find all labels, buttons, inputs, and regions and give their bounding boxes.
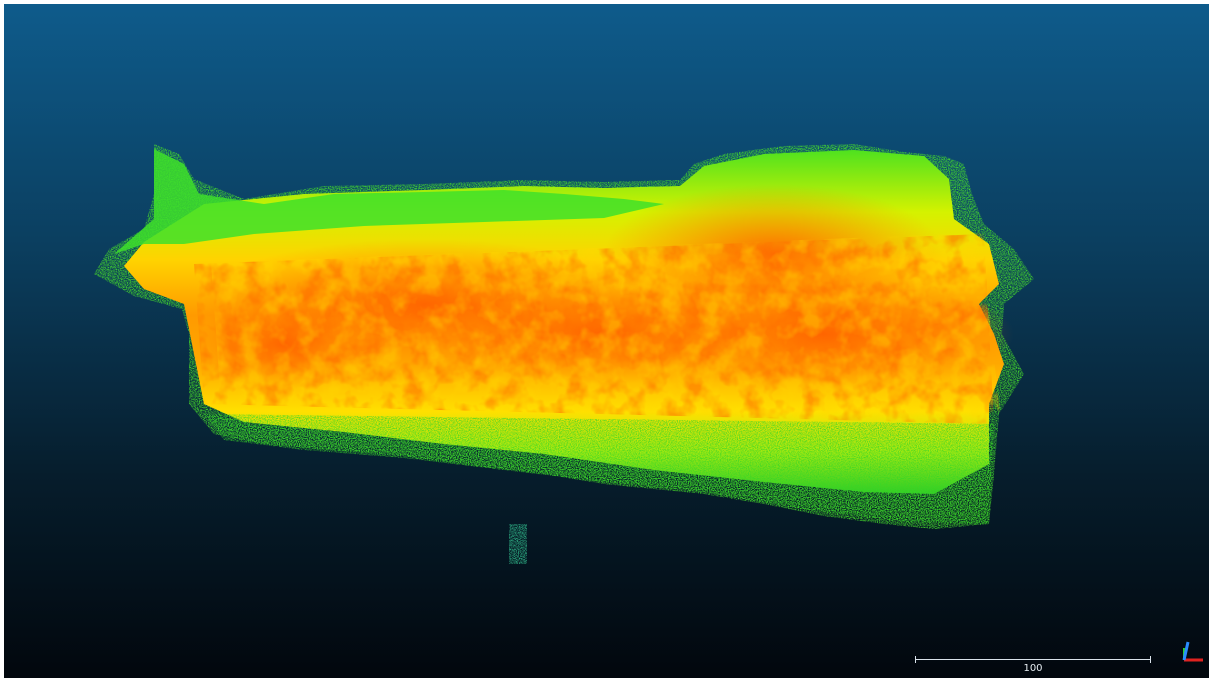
- scale-bar: 100: [915, 655, 1151, 675]
- 3d-viewport[interactable]: 100: [4, 4, 1209, 678]
- point-cloud: [94, 144, 1034, 564]
- xyz-trihedron-icon: [1182, 641, 1203, 662]
- scale-bar-label: 100: [1023, 663, 1043, 674]
